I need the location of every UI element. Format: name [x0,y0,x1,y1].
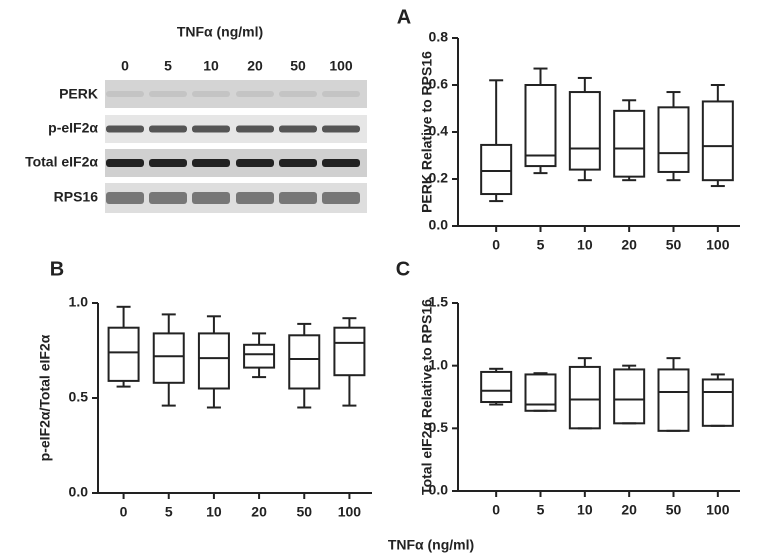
box [701,378,734,427]
blot-band [149,192,187,204]
panel-letter: A [397,6,411,28]
x-tick-label: 20 [621,502,637,518]
blot-band [279,192,317,204]
x-tick-label: 10 [206,504,222,520]
y-axis-label: p-eIF2α/Total eIF2α [37,334,53,461]
x-tick-label: 50 [666,502,682,518]
blot-title: TNFα (ng/ml) [177,24,263,40]
x-tick-label: 0 [492,502,500,518]
blot-band [279,159,317,167]
y-tick-label: 0.0 [429,482,449,498]
x-tick-label: 50 [296,504,312,520]
blot-band [106,192,144,204]
panel-letter: B [50,258,64,280]
blot-band [192,125,230,133]
y-tick-label: 0.5 [429,419,449,435]
blot-band [192,192,230,204]
x-tick-label: 10 [577,502,593,518]
blot-band [149,91,187,97]
y-tick-label: 0.2 [429,170,449,186]
x-tick-label: 100 [706,502,730,518]
blot-band [149,125,187,133]
blot-row-label: RPS16 [54,189,99,205]
box [152,332,185,384]
panel-letter: C [396,258,410,280]
blot-band [236,192,274,204]
y-axis-label: Total eIF2α Relative to RPS16 [419,299,435,495]
y-tick-label: 1.0 [69,294,89,310]
box [243,343,276,369]
x-tick-label: 50 [666,237,682,253]
blot-band [106,159,144,167]
chart-panel: A PERK Relative to RPS16 0.0 0.2 0.4 0.6 0.8 0 5… [397,6,740,253]
x-tick-label: 10 [577,237,593,253]
blot-row-label: Total eIF2α [25,154,98,170]
blot-band [322,91,360,97]
x-tick-label: 20 [251,504,267,520]
x-axis-label: TNFα (ng/ml) [388,537,474,553]
blot-band [106,125,144,133]
y-tick-label: 0.8 [429,29,449,45]
blot-lane-label: 50 [290,58,306,74]
box [613,368,646,425]
x-tick-label: 20 [621,237,637,253]
blot-band [236,159,274,167]
blot-band [192,159,230,167]
blot-lane-label: 10 [203,58,219,74]
box [701,100,734,182]
box [288,334,321,390]
blot-band [106,91,144,97]
box [657,368,690,432]
box [197,332,230,390]
x-tick-label: 5 [537,502,545,518]
y-tick-label: 1.5 [429,294,449,310]
x-tick-label: 100 [706,237,730,253]
y-tick-label: 0.0 [429,217,449,233]
y-axis-label: PERK Relative to RPS16 [419,51,435,213]
box [480,370,513,404]
box [107,326,140,382]
box [613,109,646,178]
blot-band [236,91,274,97]
box [568,91,601,171]
box [480,143,513,196]
blot-band [149,159,187,167]
box [524,373,557,412]
blot-band [279,91,317,97]
y-tick-label: 0.4 [429,123,449,139]
blot-lane-label: 5 [164,58,172,74]
blot-row-label: PERK [59,86,98,102]
y-tick-label: 0.5 [69,389,89,405]
blot-row-label: p-eIF2α [48,120,98,136]
blot-band [279,125,317,133]
box [524,84,557,168]
x-tick-label: 5 [165,504,173,520]
blot-lane-label: 0 [121,58,129,74]
x-tick-label: 0 [120,504,128,520]
chart-panel: Bp-eIF2α/Total eIF2α 0.0 0.5 1.0 0 5 10 20 50 100 [37,258,372,520]
blot-band [322,159,360,167]
blot-lane-label: 100 [329,58,353,74]
y-tick-label: 1.0 [429,356,449,372]
x-tick-label: 5 [537,237,545,253]
y-tick-label: 0.0 [69,484,89,500]
box [333,326,366,377]
blot-band [236,125,274,133]
y-tick-label: 0.6 [429,76,449,92]
box [568,365,601,430]
box [657,106,690,173]
x-tick-label: 100 [338,504,362,520]
blot-band [322,192,360,204]
blot-band [322,125,360,133]
blot-lane-label: 20 [247,58,263,74]
blot-band [192,91,230,97]
x-tick-label: 0 [492,237,500,253]
